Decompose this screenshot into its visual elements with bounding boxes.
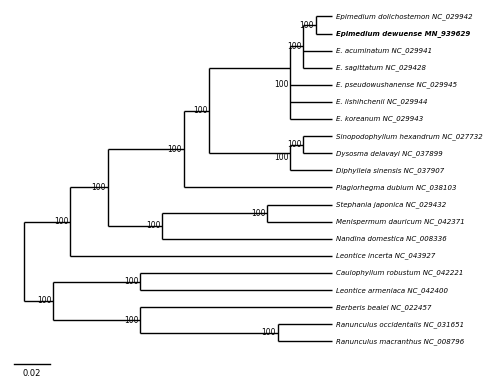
- Text: E. koreanum NC_029943: E. koreanum NC_029943: [336, 116, 424, 123]
- Text: 100: 100: [300, 21, 314, 29]
- Text: 100: 100: [54, 217, 68, 226]
- Text: 100: 100: [168, 144, 182, 154]
- Text: Nandina domestica NC_008336: Nandina domestica NC_008336: [336, 235, 447, 242]
- Text: Stephania japonica NC_029432: Stephania japonica NC_029432: [336, 201, 446, 208]
- Text: 100: 100: [146, 222, 160, 230]
- Text: Ranunculus occidentalis NC_031651: Ranunculus occidentalis NC_031651: [336, 321, 464, 328]
- Text: Epimedium dewuense MN_939629: Epimedium dewuense MN_939629: [336, 30, 470, 37]
- Text: Sinopodophyllum hexandrum NC_027732: Sinopodophyllum hexandrum NC_027732: [336, 133, 483, 139]
- Text: 100: 100: [92, 183, 106, 192]
- Text: 100: 100: [251, 209, 266, 218]
- Text: Dysosma delavayi NC_037899: Dysosma delavayi NC_037899: [336, 150, 443, 157]
- Text: Menispermum dauricum NC_042371: Menispermum dauricum NC_042371: [336, 219, 465, 225]
- Text: E. sagittatum NC_029428: E. sagittatum NC_029428: [336, 64, 426, 71]
- Text: Plagiorhegma dubium NC_038103: Plagiorhegma dubium NC_038103: [336, 184, 456, 191]
- Text: 100: 100: [193, 106, 208, 115]
- Text: Berberis bealei NC_022457: Berberis bealei NC_022457: [336, 304, 432, 311]
- Text: Leontice incerta NC_043927: Leontice incerta NC_043927: [336, 253, 436, 259]
- Text: Diphylleia sinensis NC_037907: Diphylleia sinensis NC_037907: [336, 167, 444, 174]
- Text: Ranunculus macranthus NC_008796: Ranunculus macranthus NC_008796: [336, 338, 464, 345]
- Text: 100: 100: [262, 329, 276, 337]
- Text: 0.02: 0.02: [22, 369, 41, 378]
- Text: 100: 100: [274, 153, 289, 162]
- Text: E. acuminatum NC_029941: E. acuminatum NC_029941: [336, 47, 432, 54]
- Text: 100: 100: [287, 42, 302, 51]
- Text: 100: 100: [124, 277, 138, 286]
- Text: E. pseudowushanense NC_029945: E. pseudowushanense NC_029945: [336, 81, 458, 88]
- Text: 100: 100: [287, 140, 302, 149]
- Text: 100: 100: [124, 316, 138, 325]
- Text: Epimedium dolichostemon NC_029942: Epimedium dolichostemon NC_029942: [336, 13, 473, 20]
- Text: E. lishihchenii NC_029944: E. lishihchenii NC_029944: [336, 99, 428, 105]
- Text: Leontice armeniaca NC_042400: Leontice armeniaca NC_042400: [336, 286, 448, 293]
- Text: 100: 100: [38, 296, 52, 305]
- Text: 100: 100: [274, 80, 289, 89]
- Text: Caulophyllum robustum NC_042221: Caulophyllum robustum NC_042221: [336, 270, 464, 277]
